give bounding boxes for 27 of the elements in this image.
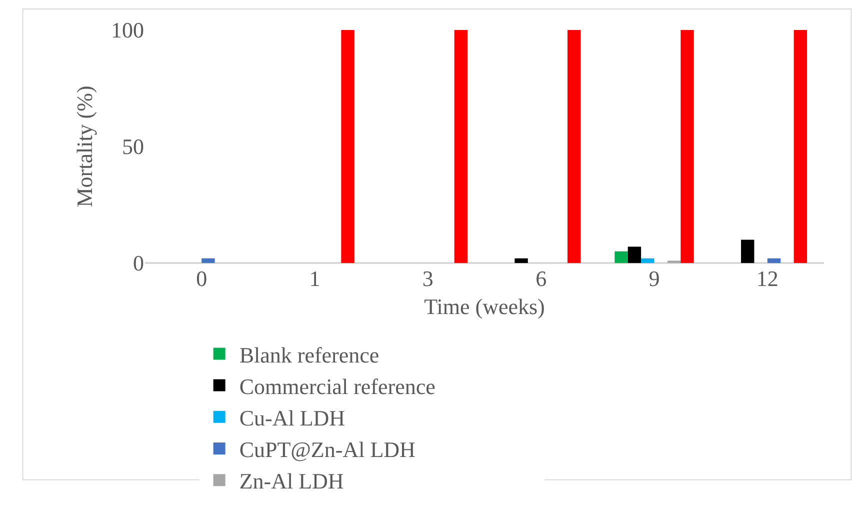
bar — [741, 240, 754, 263]
legend-label: CuPT@Zn-Al LDH — [239, 437, 416, 462]
x-tick-label: 12 — [756, 266, 778, 291]
bar — [454, 30, 468, 263]
legend-label: Commercial reference — [239, 374, 436, 399]
bar — [567, 30, 581, 263]
bar — [767, 258, 781, 263]
bar — [680, 30, 694, 263]
legend-label: Cu-Al LDH — [239, 405, 346, 430]
x-axis-title: Time (weeks) — [424, 294, 545, 319]
bar — [341, 30, 354, 263]
x-tick-label: 9 — [648, 266, 660, 291]
x-tick-label: 0 — [196, 266, 208, 291]
x-tick-label: 6 — [536, 266, 547, 291]
y-tick-label: 50 — [122, 134, 144, 160]
bar — [794, 30, 808, 263]
bar — [628, 246, 642, 263]
legend-label: Zn-Al LDH — [239, 468, 344, 494]
y-axis-title: Mortality (%) — [72, 86, 97, 208]
x-tick-label: 1 — [309, 266, 320, 291]
legend-label: Blank reference — [239, 342, 380, 368]
bar — [614, 251, 628, 263]
x-tick-label: 3 — [422, 266, 434, 291]
bar — [202, 258, 215, 263]
bar — [514, 258, 528, 263]
y-tick-label: 100 — [111, 18, 144, 43]
bar — [641, 258, 654, 263]
